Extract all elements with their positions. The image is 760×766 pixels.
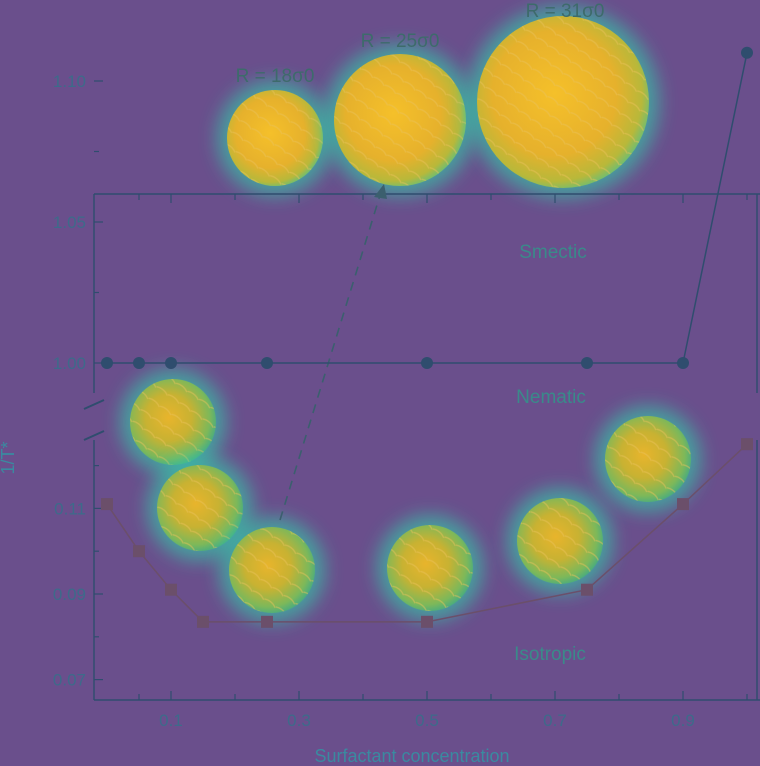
lower-series-point xyxy=(677,498,689,511)
x-tick-label: 0.7 xyxy=(543,711,567,730)
sphere-illustrations xyxy=(120,6,701,623)
x-tick-label: 0.3 xyxy=(287,711,311,730)
sphere-label-r25: R = 25σ0 xyxy=(361,31,440,52)
upper-series-point xyxy=(261,357,273,369)
lower-series-point xyxy=(133,545,145,558)
sphere-mid xyxy=(377,515,483,621)
upper-series-point xyxy=(741,46,753,59)
upper-series-point xyxy=(101,357,113,369)
x-tick-label: 0.9 xyxy=(671,711,695,730)
sphere-label-r18: R = 18σ0 xyxy=(236,66,315,87)
lower-series-point xyxy=(261,615,273,628)
dashed-connector xyxy=(279,191,382,521)
lower-series-point xyxy=(197,615,209,628)
sphere-high-2 xyxy=(595,406,701,512)
lower-y-tick-label: 0.11 xyxy=(54,499,86,518)
lower-series-point xyxy=(101,498,113,511)
sphere-r31-texture xyxy=(477,16,649,188)
x-tick-label: 0.1 xyxy=(159,711,183,730)
sphere-low-3 xyxy=(219,517,325,623)
sphere-r18-texture xyxy=(227,90,323,186)
sphere-low-3-texture xyxy=(229,527,315,613)
x-axis-title: Surfactant concentration xyxy=(314,746,509,766)
upper-series-point xyxy=(581,357,593,369)
region-label-smectic: Smectic xyxy=(519,242,587,263)
upper-series-point xyxy=(165,357,177,369)
upper-series-point xyxy=(133,357,145,369)
sphere-r31 xyxy=(467,6,659,198)
y-axis-title: 1/T* xyxy=(0,441,18,474)
lower-y-tick-label: 0.07 xyxy=(53,671,86,690)
region-label-nematic: Nematic xyxy=(516,387,586,408)
sphere-low-2 xyxy=(147,455,253,561)
sphere-label-r31: R = 31σ0 xyxy=(526,1,605,22)
lower-y-tick-label: 0.09 xyxy=(53,585,86,604)
upper-y-tick-label: 1.00 xyxy=(53,354,86,373)
sphere-high-1 xyxy=(507,488,613,594)
lower-series-point xyxy=(581,583,593,596)
lower-series-point xyxy=(165,583,177,596)
region-label-isotropic: Isotropic xyxy=(514,644,586,665)
lower-series-point xyxy=(421,615,433,628)
upper-y-tick-label: 1.10 xyxy=(53,72,86,91)
upper-y-tick-label: 1.05 xyxy=(53,213,86,232)
data-series xyxy=(101,46,753,628)
connector-arrowhead xyxy=(374,184,387,199)
upper-series-point xyxy=(677,357,689,369)
axis-break-lower xyxy=(83,430,105,441)
sphere-mid-texture xyxy=(387,525,473,611)
sphere-high-1-texture xyxy=(517,498,603,584)
x-tick-label: 0.5 xyxy=(415,711,439,730)
axis-break-upper xyxy=(83,399,105,410)
sphere-r18 xyxy=(217,80,333,196)
sphere-low-1-texture xyxy=(130,379,216,465)
lower-series-point xyxy=(741,438,753,451)
sphere-r25-texture xyxy=(334,54,466,186)
sphere-low-2-texture xyxy=(157,465,243,551)
sphere-high-2-texture xyxy=(605,416,691,502)
upper-series-point xyxy=(421,357,433,369)
sphere-low-1 xyxy=(120,369,226,475)
sphere-r25 xyxy=(324,44,476,196)
axes: 0.1 0.3 0.5 0.7 0.9 1.10 1.05 1.00 0.11 0.09 0.07 xyxy=(53,72,760,730)
